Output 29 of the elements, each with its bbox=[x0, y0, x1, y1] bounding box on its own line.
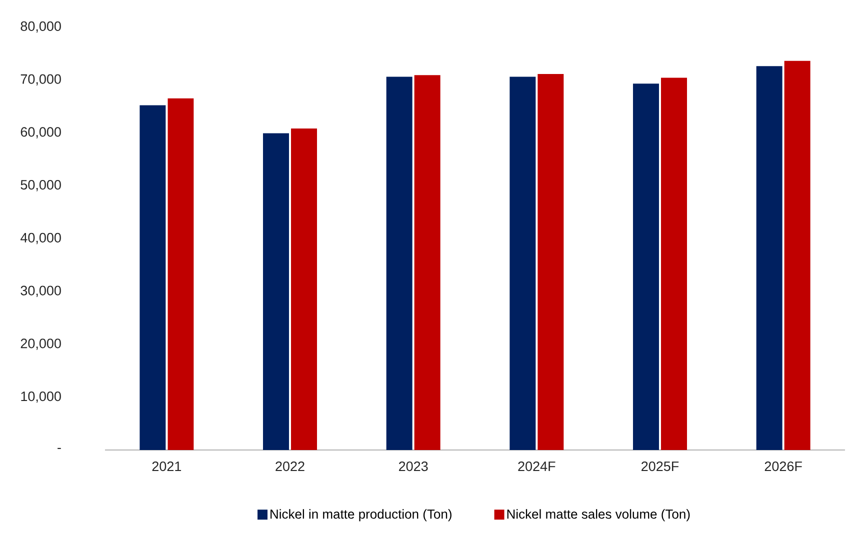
bar bbox=[660, 78, 687, 450]
bar bbox=[510, 76, 536, 450]
y-tick-label: 60,000 bbox=[20, 127, 61, 138]
x-tick-label: 2023 bbox=[398, 462, 428, 472]
y-tick-label: 10,000 bbox=[21, 392, 61, 403]
y-tick-label: - bbox=[58, 448, 61, 449]
y-tick-label: 20,000 bbox=[20, 338, 61, 350]
x-tick-label: 2021 bbox=[152, 462, 182, 472]
bar bbox=[756, 66, 782, 450]
bar bbox=[168, 98, 194, 450]
y-tick-label: 30,000 bbox=[20, 286, 61, 297]
bar bbox=[263, 133, 290, 450]
x-tick-label: 2024F bbox=[518, 462, 556, 472]
y-tick-label: 70,000 bbox=[20, 74, 61, 86]
bar bbox=[538, 74, 564, 450]
legend-label: Nickel in matte production (Ton) bbox=[270, 509, 452, 522]
x-tick-label: 2026F bbox=[764, 462, 802, 472]
x-tick-label: 2025F bbox=[642, 462, 679, 472]
x-tick-label: 2022 bbox=[276, 462, 304, 472]
bar bbox=[386, 76, 412, 450]
bar bbox=[291, 128, 318, 450]
y-tick-label: 40,000 bbox=[20, 232, 61, 244]
y-tick-label: 80,000 bbox=[20, 21, 61, 33]
bar bbox=[140, 105, 166, 450]
bar bbox=[784, 60, 810, 450]
y-tick-label: 50,000 bbox=[20, 180, 61, 192]
bar bbox=[414, 75, 440, 450]
legend-label: Nickel matte sales volume (Ton) bbox=[507, 509, 690, 522]
bar bbox=[632, 84, 659, 450]
